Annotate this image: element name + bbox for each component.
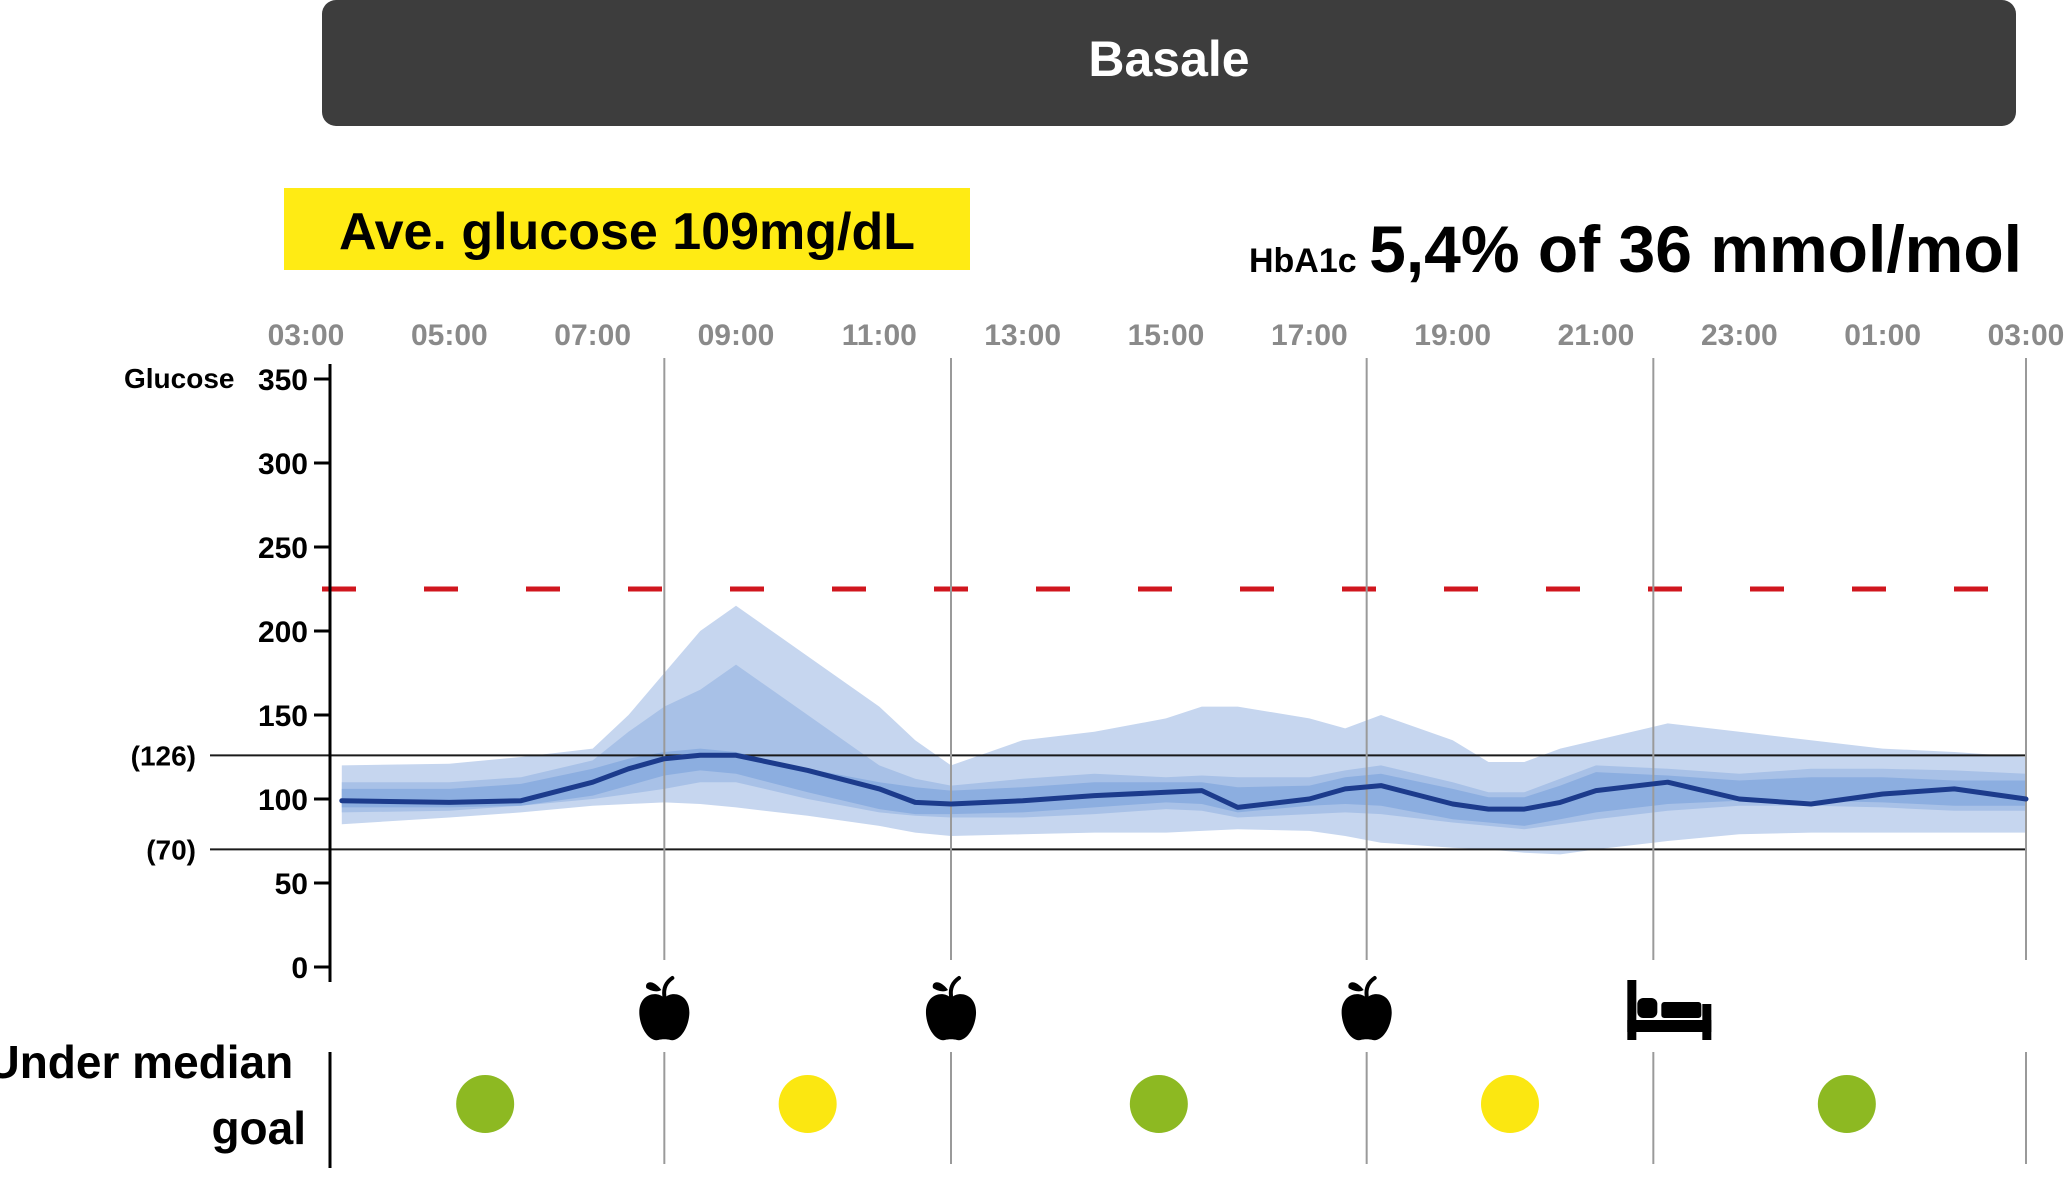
hba1c-value: 5,4% of 36 mmol/mol (1369, 212, 2022, 286)
x-tick-label: 01:00 (1844, 319, 1921, 352)
y-tick-label: 0 (291, 952, 308, 985)
apple-icon (925, 976, 977, 1041)
y-tick-label: 200 (258, 616, 308, 649)
goal-status-dot (1817, 1075, 1876, 1133)
hba1c-label: HbA1c (1249, 242, 1357, 280)
y-axis: 0 50 100 150 200 250 300 350 (258, 364, 332, 1168)
apple-icon (1341, 976, 1392, 1041)
x-tick-label: 05:00 (411, 319, 488, 352)
x-tick-label: 13:00 (984, 319, 1061, 352)
bed-icon (1627, 980, 1712, 1040)
goal-row: Under median goal (0, 1036, 1876, 1154)
goal-status-dot (1129, 1075, 1188, 1133)
x-tick-label: 21:00 (1558, 319, 1635, 352)
x-tick-label: 09:00 (698, 319, 775, 352)
x-tick-label: 03:00 (1988, 319, 2065, 352)
outer-percentile-band (341, 605, 2026, 855)
goal-status-dot (456, 1075, 515, 1133)
header-title: Basale (1088, 31, 1249, 87)
hba1c-readout: HbA1c 5,4% of 36 mmol/mol (1249, 212, 2022, 286)
glucose-chart: Glucose 03:00 05:00 07:00 09:00 11:00 13:00 15… (124, 319, 2064, 1168)
x-tick-label: 07:00 (554, 319, 631, 352)
average-glucose-text: Ave. glucose 109mg/dL (339, 203, 915, 261)
y-tick-label: 50 (275, 868, 308, 901)
median-line (339, 752, 2029, 812)
y-tick-label: 300 (258, 448, 308, 481)
x-tick-label: 23:00 (1701, 319, 1778, 352)
event-icons (639, 976, 1712, 1041)
target-high-label: (126) (131, 740, 196, 771)
goal-status-dot (1481, 1075, 1539, 1133)
x-tick-label: 11:00 (842, 319, 917, 352)
target-low-label: (70) (146, 834, 196, 865)
x-tick-label: 17:00 (1271, 319, 1348, 352)
average-glucose-background (284, 188, 970, 270)
glucose-bands (341, 605, 2026, 855)
y-tick-label: 150 (258, 700, 308, 733)
x-tick-label: 03:00 (268, 319, 345, 352)
header-background (322, 0, 2016, 126)
x-tick-label: 19:00 (1414, 319, 1491, 352)
x-tick-label: 15:00 (1128, 319, 1205, 352)
apple-icon (639, 976, 690, 1041)
inner-percentile-band (341, 748, 2026, 826)
y-tick-label: 100 (258, 784, 308, 817)
goal-label-line-2: goal (211, 1102, 306, 1154)
goal-label: Under median goal (0, 1036, 306, 1154)
goal-status-dots (456, 1075, 1876, 1133)
target-range: (126) (70) (131, 740, 2026, 865)
goal-label-line-1: Under median (0, 1036, 293, 1088)
y-tick-label: 350 (258, 364, 308, 397)
x-tick-labels: 03:00 05:00 07:00 09:00 11:00 13:00 15:00 17:00… (268, 319, 2065, 352)
event-lines (663, 358, 2027, 1164)
average-glucose-badge: Ave. glucose 109mg/dL (284, 188, 970, 270)
y-axis-title: Glucose (124, 363, 234, 394)
header-bar: Basale (322, 0, 2016, 126)
goal-status-dot (778, 1075, 837, 1133)
median-line-group (339, 752, 2029, 812)
y-tick-label: 250 (258, 532, 308, 565)
